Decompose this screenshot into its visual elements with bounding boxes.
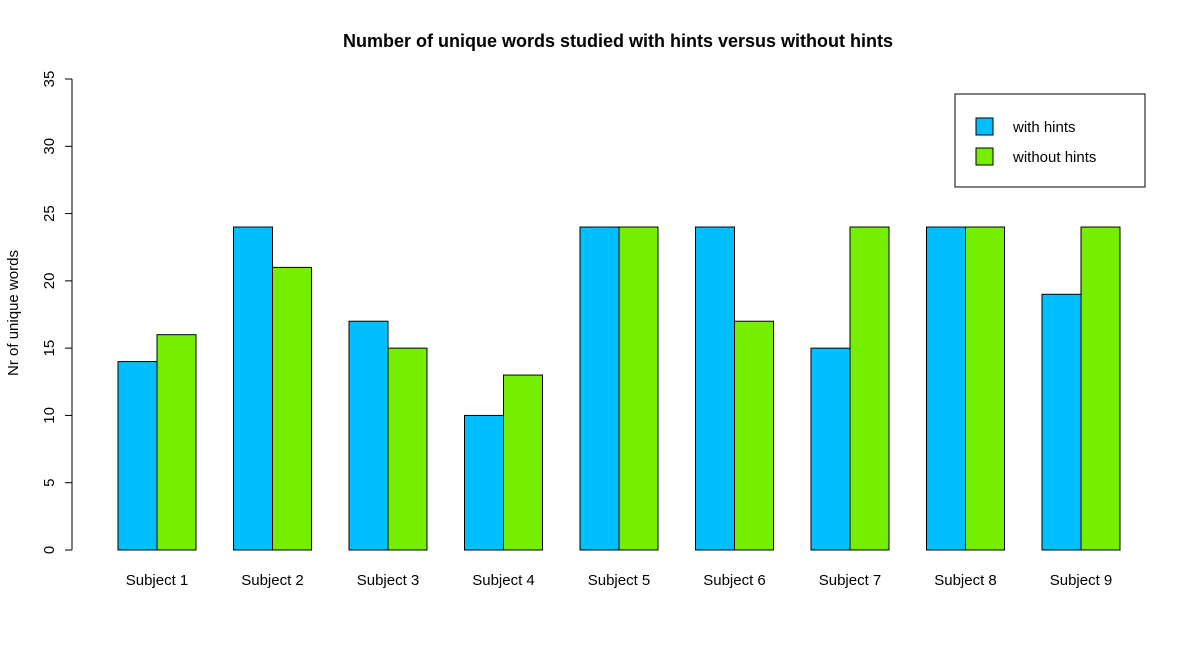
bar-with-hints xyxy=(695,226,735,551)
bar-with-hints xyxy=(810,347,851,551)
x-tick-label: Subject 9 xyxy=(1050,572,1113,589)
y-tick-label: 25 xyxy=(41,205,58,222)
bar-without-hints xyxy=(618,226,659,551)
y-tick-label: 10 xyxy=(41,407,58,424)
x-axis-labels: Subject 1 Subject 2 Subject 3 Subject 4 Subj… xyxy=(126,572,1113,589)
legend: with hints without hints xyxy=(954,93,1146,188)
x-tick-label: Subject 2 xyxy=(241,572,304,589)
y-axis-label: Nr of unique words xyxy=(5,250,22,376)
legend-label: with hints xyxy=(1012,119,1076,136)
legend-swatch xyxy=(975,147,994,166)
x-tick-label: Subject 3 xyxy=(357,572,420,589)
bar-without-hints xyxy=(1080,226,1121,551)
bar-with-hints xyxy=(579,226,620,551)
bar-with-hints xyxy=(348,320,389,551)
bars xyxy=(117,226,1121,551)
bar-without-hints xyxy=(156,334,197,551)
y-tick-label: 35 xyxy=(41,71,58,88)
x-tick-label: Subject 1 xyxy=(126,572,189,589)
bar-with-hints xyxy=(233,226,273,551)
y-axis: 0 5 10 15 20 25 30 35 xyxy=(41,71,73,554)
y-tick-label: 15 xyxy=(41,340,58,357)
bar-without-hints xyxy=(503,374,543,551)
bar-with-hints xyxy=(117,361,158,551)
legend-swatch xyxy=(975,117,994,136)
legend-box xyxy=(954,93,1146,188)
x-tick-label: Subject 5 xyxy=(588,572,651,589)
x-tick-label: Subject 8 xyxy=(934,572,997,589)
bar-with-hints xyxy=(1041,293,1082,551)
bar-without-hints xyxy=(849,226,890,551)
x-tick-label: Subject 6 xyxy=(703,572,766,589)
bar-without-hints xyxy=(387,347,428,551)
bar-without-hints xyxy=(734,320,774,551)
bar-without-hints xyxy=(272,266,312,551)
legend-label: without hints xyxy=(1012,149,1096,166)
bar-with-hints xyxy=(464,414,504,551)
x-tick-label: Subject 7 xyxy=(819,572,882,589)
y-tick-label: 0 xyxy=(41,546,58,554)
y-tick-label: 30 xyxy=(41,138,58,155)
x-tick-label: Subject 4 xyxy=(472,572,535,589)
bar-with-hints xyxy=(926,226,966,551)
chart-title: Number of unique words studied with hint… xyxy=(343,31,893,51)
y-tick-label: 5 xyxy=(41,479,58,487)
y-tick-label: 20 xyxy=(41,273,58,290)
bar-without-hints xyxy=(965,226,1005,551)
